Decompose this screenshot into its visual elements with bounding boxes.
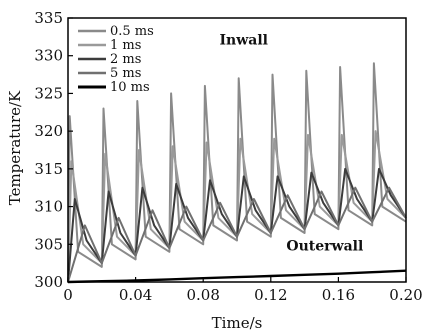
legend-label-1: 1 ms (110, 38, 141, 53)
x-tick-label: 0.12 (254, 286, 287, 304)
y-tick-label: 305 (34, 235, 63, 253)
y-tick-label: 310 (34, 198, 63, 216)
y-tick-label: 315 (34, 160, 63, 178)
legend-label-4: 10 ms (110, 80, 150, 95)
x-tick-label: 0 (63, 286, 73, 304)
legend-label-0: 0.5 ms (110, 24, 154, 39)
y-tick-label: 300 (34, 273, 63, 291)
y-tick-label: 325 (34, 84, 63, 102)
x-tick-label: 0.16 (322, 286, 355, 304)
ticks: 0 0.04 0.08 0.12 0.16 0.20 300 305 310 315 320 325 3… (34, 9, 422, 304)
annotation-inwall: Inwall (220, 32, 269, 48)
series-line-0 (67, 62, 407, 283)
y-tick-label: 320 (34, 122, 63, 140)
x-tick-label: 0.04 (119, 286, 152, 304)
x-tick-label: 0.20 (389, 286, 422, 304)
legend-label-3: 5 ms (110, 66, 141, 81)
x-tick-label: 0.08 (186, 286, 219, 304)
plot-area (67, 62, 407, 284)
y-tick-label: 335 (34, 9, 63, 27)
x-axis-label: Time/s (212, 314, 263, 332)
y-tick-label: 330 (34, 47, 63, 65)
series-line-3 (67, 186, 407, 283)
y-axis-label: Temperature/K (6, 90, 24, 205)
annotation-outerwall: Outerwall (286, 238, 363, 254)
legend-label-2: 2 ms (110, 52, 141, 67)
plot-frame (67, 17, 407, 283)
series-line-4 (67, 269, 407, 284)
